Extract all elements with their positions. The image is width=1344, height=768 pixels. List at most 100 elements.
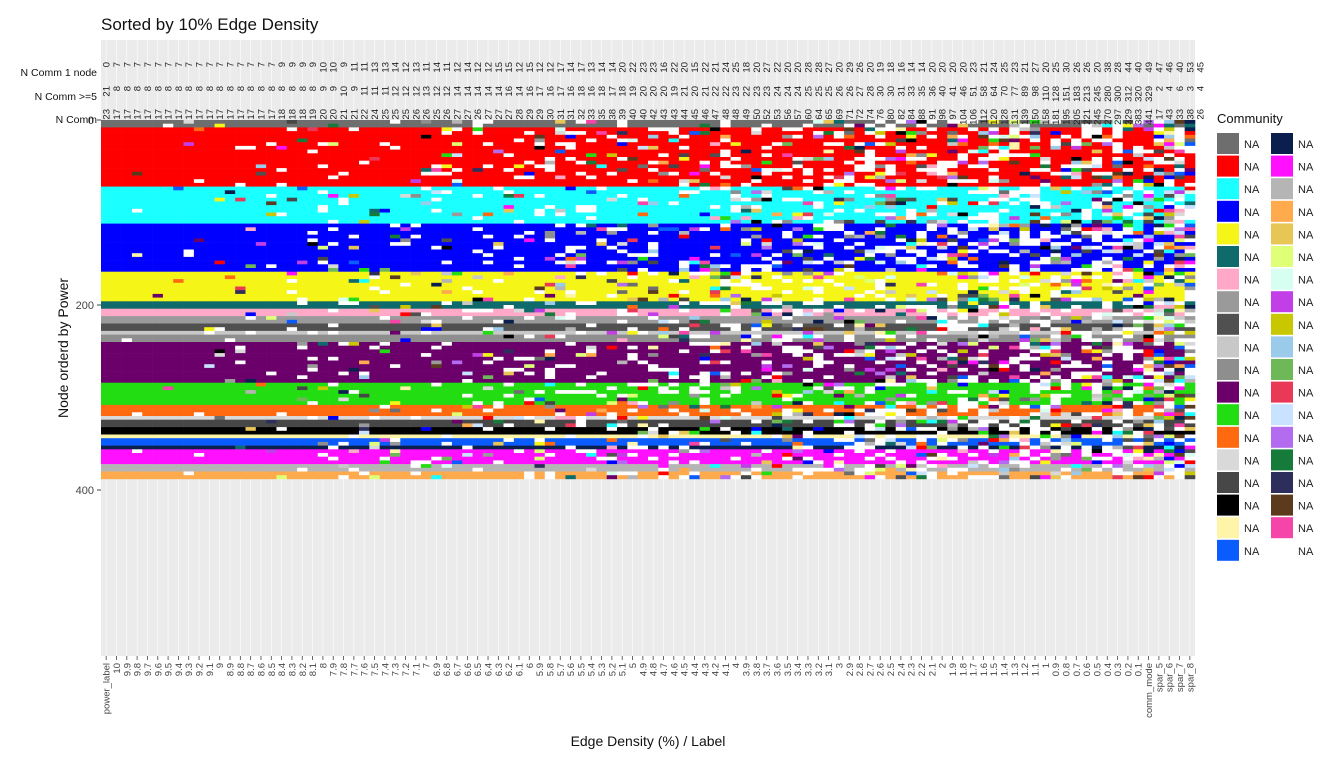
heat-cell bbox=[586, 142, 597, 147]
heat-cell bbox=[131, 419, 143, 424]
heat-cell bbox=[472, 408, 484, 413]
heat-cell bbox=[606, 242, 618, 247]
heat-cell bbox=[266, 131, 277, 136]
heat-cell bbox=[338, 460, 349, 465]
heat-cell bbox=[152, 223, 164, 228]
heat-cell bbox=[173, 182, 184, 187]
heat-cell bbox=[606, 371, 618, 376]
heat-cell bbox=[348, 279, 360, 284]
heat-cell bbox=[286, 323, 298, 328]
heat-cell bbox=[121, 356, 133, 361]
heat-cell bbox=[513, 153, 525, 158]
heat-cell bbox=[152, 242, 164, 247]
heat-cell bbox=[555, 234, 566, 239]
heat-cell bbox=[451, 308, 463, 313]
heat-cell bbox=[193, 349, 205, 354]
heat-cell bbox=[534, 471, 546, 476]
heat-cell bbox=[359, 416, 370, 420]
heat-cell bbox=[142, 460, 153, 465]
heat-cell bbox=[266, 253, 277, 258]
heat-cell bbox=[534, 338, 546, 343]
heat-cell bbox=[493, 182, 504, 187]
heat-cell bbox=[142, 427, 153, 432]
heat-cell bbox=[596, 253, 608, 258]
heat-cell bbox=[565, 419, 577, 424]
heat-cell bbox=[111, 149, 122, 154]
heat-cell bbox=[451, 238, 463, 243]
heat-cell bbox=[462, 386, 473, 391]
heat-cell bbox=[245, 449, 257, 454]
heat-cell bbox=[131, 375, 143, 380]
heat-cell bbox=[162, 238, 174, 243]
heat-cell bbox=[338, 416, 349, 420]
heat-cell bbox=[462, 456, 473, 461]
heat-cell bbox=[575, 175, 587, 180]
heat-cell bbox=[565, 238, 577, 243]
heat-cell bbox=[131, 238, 143, 243]
heat-cell bbox=[297, 316, 308, 321]
heat-cell bbox=[286, 275, 298, 280]
heat-cell bbox=[575, 253, 587, 258]
heat-cell bbox=[462, 142, 473, 147]
heat-cell bbox=[235, 123, 246, 128]
heat-cell bbox=[420, 268, 432, 272]
heat-cell bbox=[472, 401, 484, 406]
heat-cell bbox=[524, 353, 535, 358]
heat-cell bbox=[204, 197, 215, 202]
heat-cell bbox=[317, 168, 329, 173]
heat-cell bbox=[317, 305, 329, 309]
heat-cell bbox=[431, 334, 442, 339]
heat-cell bbox=[224, 208, 236, 213]
heat-cell bbox=[575, 330, 587, 335]
heat-cell bbox=[555, 286, 566, 291]
heat-cell bbox=[297, 208, 308, 213]
heat-cell bbox=[441, 438, 453, 443]
heat-cell bbox=[152, 342, 164, 346]
heat-cell bbox=[524, 179, 535, 184]
heat-cell bbox=[235, 375, 246, 380]
heat-cell bbox=[524, 212, 535, 217]
heat-cell bbox=[503, 245, 515, 250]
heat-cell bbox=[513, 441, 525, 446]
heat-cell bbox=[121, 327, 133, 332]
heat-cell bbox=[297, 423, 308, 428]
heat-cell bbox=[317, 308, 329, 313]
heat-cell bbox=[359, 419, 370, 424]
heat-cell bbox=[462, 305, 473, 309]
heat-cell bbox=[493, 312, 504, 317]
heat-cell bbox=[286, 430, 298, 435]
heat-cell bbox=[266, 127, 277, 132]
heat-cell bbox=[400, 342, 411, 346]
heat-cell bbox=[214, 367, 226, 372]
heat-cell bbox=[493, 438, 504, 443]
heat-cell bbox=[400, 471, 411, 476]
heat-cell bbox=[245, 319, 257, 324]
heat-cell bbox=[555, 238, 566, 243]
heat-cell bbox=[121, 453, 133, 457]
heat-cell bbox=[410, 182, 422, 187]
heat-cell bbox=[276, 253, 288, 258]
heat-cell bbox=[266, 153, 277, 158]
heat-cell bbox=[297, 379, 308, 383]
heat-cell bbox=[575, 367, 587, 372]
heat-cell bbox=[266, 438, 277, 443]
heat-cell bbox=[348, 471, 360, 476]
heat-cell bbox=[472, 175, 484, 180]
heat-cell bbox=[266, 179, 277, 184]
heat-cell bbox=[162, 412, 174, 417]
heat-cell bbox=[524, 467, 535, 472]
heat-cell bbox=[286, 164, 298, 169]
heat-cell bbox=[266, 427, 277, 432]
heat-cell bbox=[369, 134, 380, 139]
heat-cell bbox=[586, 268, 597, 272]
heat-cell bbox=[359, 168, 370, 173]
heat-cell bbox=[328, 212, 339, 217]
heat-cell bbox=[410, 349, 422, 354]
heat-cell bbox=[369, 282, 380, 287]
heat-cell bbox=[534, 194, 546, 198]
heat-cell bbox=[348, 234, 360, 239]
heat-cell bbox=[369, 464, 380, 469]
heat-cell bbox=[369, 408, 380, 413]
heat-cell bbox=[214, 345, 226, 350]
heat-cell bbox=[162, 127, 174, 132]
